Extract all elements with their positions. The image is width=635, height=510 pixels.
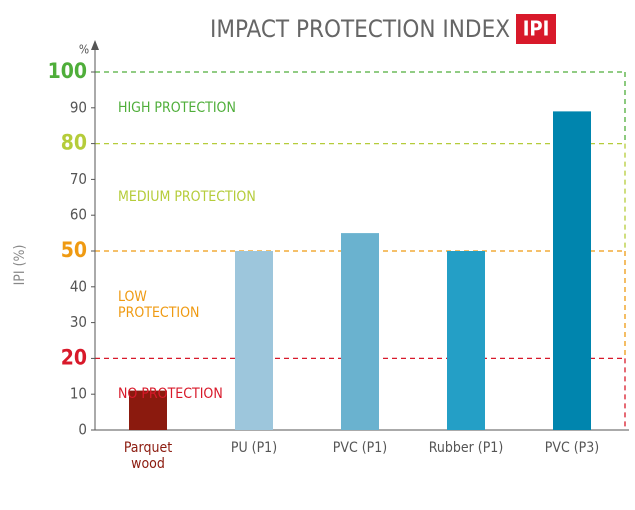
y-tick-label: 30 [70, 313, 87, 331]
y-tick-label: 0 [78, 421, 87, 439]
zone-label: NO PROTECTION [118, 386, 223, 403]
zone-label: MEDIUM PROTECTION [118, 189, 256, 206]
y-tick-label: 90 [70, 98, 87, 116]
x-tick-label: PVC (P3) [544, 440, 600, 456]
bar [341, 233, 379, 430]
y-tick-label: 40 [70, 277, 87, 295]
y-tick-label: 100 [48, 59, 87, 83]
y-tick-label: 50 [61, 238, 87, 262]
zone-label: LOW PROTECTION [118, 288, 200, 321]
y-axis-arrow [91, 40, 99, 50]
x-tick-label: Rubber (P1) [428, 440, 504, 456]
bar [553, 111, 591, 430]
title-badge: IPI [523, 17, 550, 41]
x-tick-label: PVC (P1) [332, 440, 388, 456]
bar [235, 251, 273, 430]
x-tick-label: Parquet wood [123, 440, 173, 472]
y-axis-label: IPI (%) [12, 245, 28, 286]
bar [129, 390, 167, 430]
y-unit: % [79, 43, 89, 57]
x-tick-label: PU (P1) [230, 440, 278, 456]
y-tick-label: 60 [70, 206, 87, 224]
y-tick-label: 80 [61, 131, 87, 155]
y-tick-label: 70 [70, 170, 87, 188]
chart-title: IMPACT PROTECTION INDEX [210, 15, 510, 43]
title-badge-box [516, 14, 556, 44]
bar [447, 251, 485, 430]
y-tick-label: 10 [70, 385, 87, 403]
y-tick-label: 20 [61, 345, 87, 369]
zone-label: HIGH PROTECTION [118, 99, 236, 116]
